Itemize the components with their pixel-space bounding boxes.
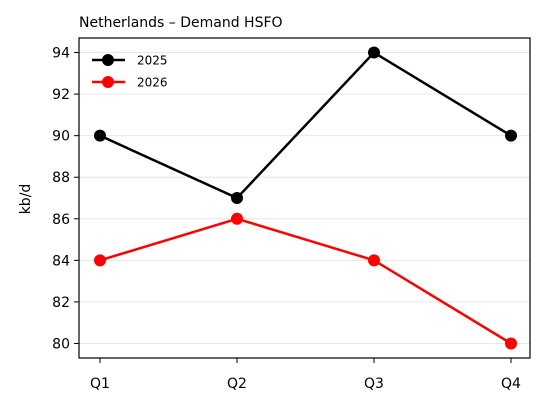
- y-axis-ticks: 80 82 84 86 88 90 92 94: [52, 46, 79, 352]
- x-tick-label: Q1: [90, 376, 110, 392]
- y-tick-label: 86: [52, 212, 70, 228]
- series-line-2025: [99, 51, 512, 200]
- series-line-2026: [99, 217, 512, 345]
- y-tick-label: 88: [52, 170, 70, 186]
- y-tick-label: 82: [52, 295, 70, 311]
- y-tick-label: 84: [52, 253, 70, 269]
- data-point-2026: [231, 212, 243, 225]
- y-tick-label: 92: [52, 87, 70, 103]
- data-point-2025: [231, 192, 243, 204]
- x-tick-label: Q4: [501, 376, 521, 392]
- x-axis-ticks: Q1 Q2 Q3 Q4: [90, 358, 521, 392]
- legend-marker-2026: [102, 76, 114, 88]
- y-tick-label: 90: [52, 129, 70, 145]
- legend-marker-2025: [102, 54, 114, 66]
- plot-frame: [78, 37, 531, 359]
- x-tick-label: Q3: [364, 376, 384, 392]
- data-point-2026: [368, 254, 380, 267]
- x-tick-label: Q2: [227, 376, 247, 392]
- y-tick-label: 94: [52, 46, 70, 62]
- y-axis-label: kb/d: [18, 184, 34, 215]
- legend-label: 2025: [137, 54, 168, 68]
- data-point-2025: [505, 129, 517, 142]
- gridlines: [79, 52, 530, 344]
- data-point-2026: [94, 254, 106, 267]
- data-point-2025: [94, 129, 106, 142]
- y-tick-label: 80: [52, 336, 70, 352]
- data-point-2026: [505, 337, 517, 350]
- chart-title: Netherlands – Demand HSFO: [79, 15, 283, 31]
- legend: 2025 2026: [92, 54, 168, 90]
- series-group: [94, 46, 517, 350]
- legend-label: 2026: [137, 76, 168, 90]
- data-point-2025: [368, 46, 380, 59]
